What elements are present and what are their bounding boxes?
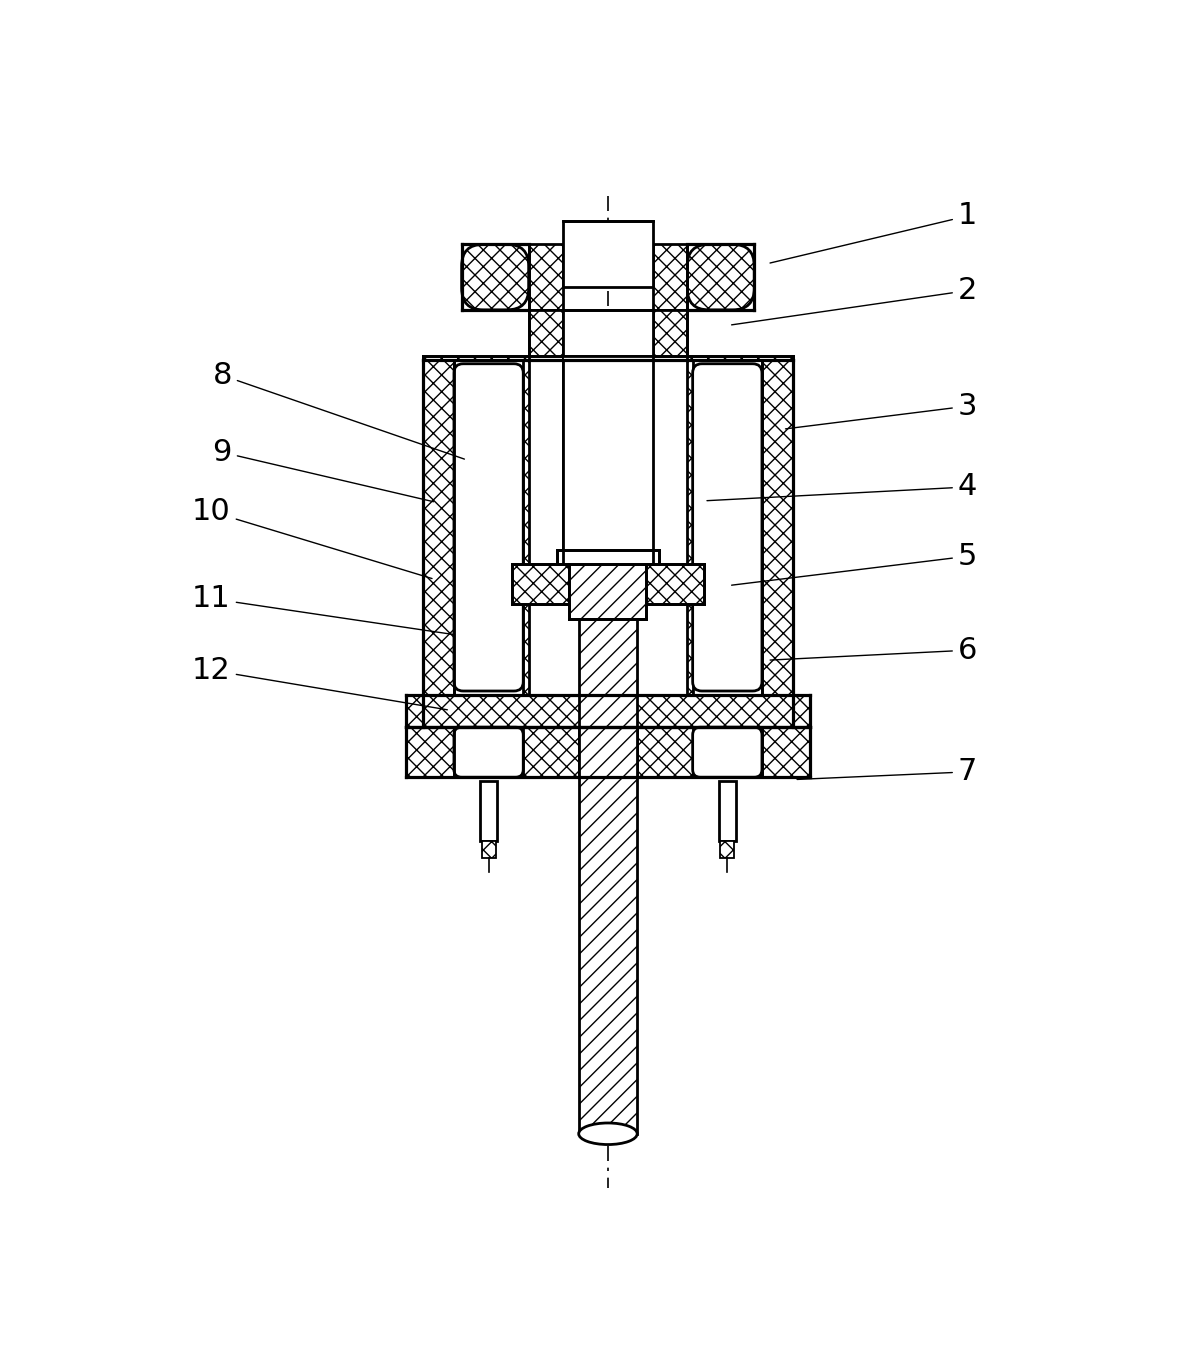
Bar xyxy=(557,551,659,564)
Bar xyxy=(762,360,793,695)
Text: 3: 3 xyxy=(786,391,977,429)
Bar xyxy=(406,728,453,777)
Bar xyxy=(423,360,453,695)
Bar xyxy=(721,841,735,859)
Text: 9: 9 xyxy=(212,438,433,502)
Text: 8: 8 xyxy=(212,361,464,459)
Text: 4: 4 xyxy=(707,473,977,502)
Bar xyxy=(793,695,810,728)
FancyBboxPatch shape xyxy=(453,728,523,777)
FancyBboxPatch shape xyxy=(462,244,528,309)
Bar xyxy=(523,728,579,777)
FancyBboxPatch shape xyxy=(687,244,754,309)
Bar xyxy=(482,841,495,859)
Text: 10: 10 xyxy=(192,497,432,578)
Bar xyxy=(762,728,810,777)
Text: 11: 11 xyxy=(192,585,452,634)
Bar xyxy=(579,619,637,1134)
Bar xyxy=(637,728,693,777)
Bar xyxy=(528,309,564,356)
Text: 5: 5 xyxy=(731,541,977,585)
Text: 2: 2 xyxy=(731,277,977,324)
Bar xyxy=(653,309,687,356)
Bar xyxy=(564,221,653,286)
Bar xyxy=(687,360,693,695)
Text: 7: 7 xyxy=(796,758,977,786)
Text: 12: 12 xyxy=(192,656,447,710)
FancyBboxPatch shape xyxy=(453,364,523,691)
Text: 6: 6 xyxy=(770,635,977,665)
Bar xyxy=(687,356,793,360)
Bar xyxy=(423,356,528,360)
Bar xyxy=(719,781,736,841)
Bar xyxy=(423,695,793,728)
Text: 1: 1 xyxy=(770,202,977,263)
Bar xyxy=(512,564,570,604)
FancyBboxPatch shape xyxy=(693,728,762,777)
Bar xyxy=(523,360,528,695)
Bar xyxy=(570,564,647,619)
Bar xyxy=(564,360,653,564)
Bar xyxy=(564,309,653,360)
Bar xyxy=(406,695,423,728)
Bar xyxy=(528,244,564,309)
Bar xyxy=(653,244,687,309)
Bar xyxy=(647,564,704,604)
FancyBboxPatch shape xyxy=(693,364,762,691)
Ellipse shape xyxy=(579,1123,637,1145)
Bar xyxy=(564,356,653,564)
Bar xyxy=(480,781,497,841)
